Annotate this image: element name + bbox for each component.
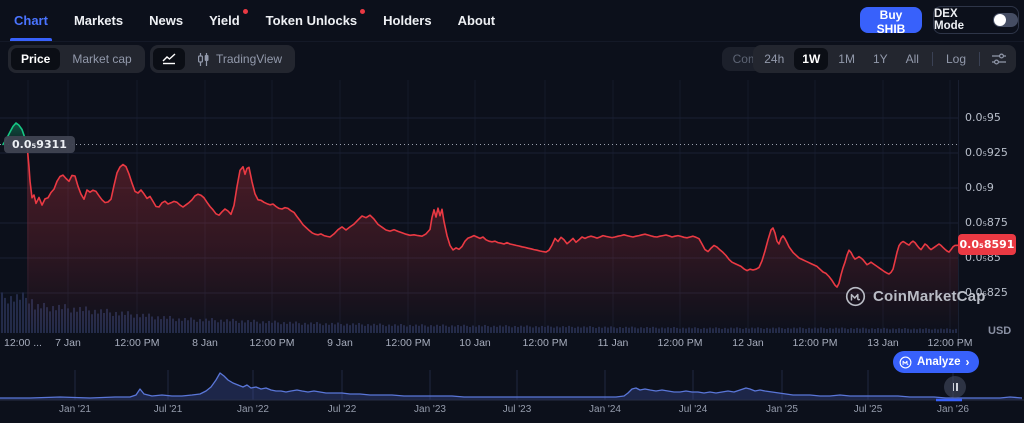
tab-token-unlocks[interactable]: Token Unlocks — [266, 0, 366, 41]
metric-option-price[interactable]: Price — [11, 48, 61, 70]
navigator-tick: Jan '22 — [237, 404, 269, 415]
open-price-label: 0.0₅9311 — [4, 136, 75, 153]
time-tick: 12:00 PM — [522, 337, 568, 349]
navigator-grid — [74, 370, 954, 400]
time-range-switch: 24h 1W 1M 1Y All Log — [753, 45, 1016, 73]
tradingview-mode-button[interactable]: TradingView — [187, 48, 292, 70]
navigator-area-fill — [0, 373, 1022, 400]
line-chart-mode-button[interactable] — [153, 48, 185, 70]
time-tick: 13 Jan — [867, 337, 899, 349]
time-tick: 7 Jan — [55, 337, 81, 349]
range-1w[interactable]: 1W — [794, 48, 829, 70]
time-tick: 12:00 ... — [4, 337, 42, 349]
navigator-tick: Jan '26 — [937, 404, 969, 415]
coinmarketcap-watermark: CoinMarketCap — [845, 286, 986, 307]
time-tick: 9 Jan — [327, 337, 353, 349]
time-tick: 12:00 PM — [927, 337, 973, 349]
chevron-right-icon: › — [965, 355, 970, 369]
red-area-fill — [27, 144, 958, 333]
price-line-red — [26, 143, 959, 288]
navigator-tick: Jan '21 — [59, 404, 91, 415]
buy-shib-button[interactable]: Buy SHIB — [860, 7, 922, 36]
coin-tabs: Chart Markets News Yield Token Unlocks Holder… — [0, 0, 495, 41]
analyze-cmc-icon — [899, 356, 912, 368]
price-tick: 0.0₅825 — [965, 286, 1008, 299]
sliders-icon — [992, 53, 1006, 65]
top-nav: Chart Markets News Yield Token Unlocks Holder… — [0, 0, 1024, 42]
analyze-label: Analyze — [917, 356, 961, 368]
time-tick: 12:00 PM — [249, 337, 295, 349]
time-tick: 11 Jan — [597, 337, 629, 349]
current-price-badge: 0.0₅8591 — [958, 234, 1016, 256]
line-chart-icon — [162, 53, 176, 65]
price-tick: 0.0₅9 — [965, 181, 994, 194]
chart-settings-button[interactable] — [985, 48, 1013, 70]
watermark-text: CoinMarketCap — [873, 288, 986, 305]
price-marketcap-switch: Price Market cap — [8, 45, 145, 73]
range-1y[interactable]: 1Y — [872, 52, 888, 66]
time-tick: 10 Jan — [459, 337, 491, 349]
navigator-tick: Jul '22 — [327, 404, 357, 415]
range-24h[interactable]: 24h — [764, 52, 785, 66]
dex-mode-label: DEX Mode — [934, 8, 965, 32]
navigator-tick: Jul '25 — [853, 404, 883, 415]
toggle-knob — [993, 14, 1006, 26]
navigator-tick: Jul '24 — [678, 404, 708, 415]
tab-markets[interactable]: Markets — [73, 13, 124, 28]
currency-label: USD — [988, 325, 1012, 337]
time-tick: 12:00 PM — [657, 337, 703, 349]
navigator-tick: Jan '23 — [414, 404, 446, 415]
navigator-drag-handle[interactable] — [944, 376, 966, 398]
tradingview-label: TradingView — [216, 52, 283, 66]
navigator-svg[interactable] — [0, 368, 1024, 418]
notification-dot — [360, 9, 366, 14]
navigator-line — [0, 372, 1023, 399]
analyze-button[interactable]: Analyze › — [893, 351, 980, 373]
tab-chart[interactable]: Chart — [10, 0, 52, 41]
candlestick-icon — [198, 52, 209, 66]
metric-option-market-cap[interactable]: Market cap — [72, 52, 132, 66]
axis-separator — [958, 80, 959, 348]
price-tick: 0.0₅95 — [965, 111, 1001, 124]
tab-about[interactable]: About — [457, 13, 496, 28]
notification-dot — [242, 9, 248, 14]
time-tick: 12:00 PM — [792, 337, 838, 349]
log-scale-button[interactable]: Log — [945, 52, 966, 66]
price-chart-svg[interactable] — [0, 80, 959, 335]
chart-type-switch: TradingView — [150, 45, 296, 73]
price-chart[interactable] — [0, 80, 959, 335]
price-tick: 0.0₅875 — [965, 216, 1008, 229]
range-all[interactable]: All — [905, 52, 919, 66]
navigator-tick: Jul '21 — [153, 404, 183, 415]
dex-mode-toggle[interactable] — [992, 13, 1018, 27]
time-tick: 12 Jan — [732, 337, 764, 349]
time-tick: 12:00 PM — [385, 337, 431, 349]
coinmarketcap-logo-icon — [845, 286, 866, 307]
navigator-tick: Jan '24 — [589, 404, 621, 415]
navigator-tick: Jul '23 — [502, 404, 532, 415]
time-tick: 8 Jan — [192, 337, 218, 349]
time-tick: 12:00 PM — [114, 337, 160, 349]
range-1m[interactable]: 1M — [838, 52, 855, 66]
tab-yield[interactable]: Yield — [209, 0, 248, 41]
price-tick: 0.0₅925 — [965, 146, 1008, 159]
navigator-tick: Jan '25 — [766, 404, 798, 415]
range-navigator[interactable] — [0, 368, 1024, 418]
tab-holders[interactable]: Holders — [383, 13, 432, 28]
tab-news[interactable]: News — [149, 13, 184, 28]
dex-mode-control[interactable]: DEX Mode — [933, 6, 1019, 34]
